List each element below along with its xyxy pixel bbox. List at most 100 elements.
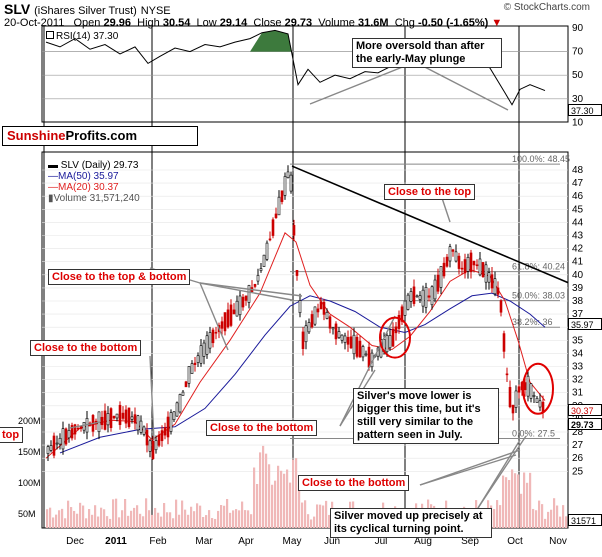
annotation-top-left: top [0, 427, 24, 443]
volume-bar [52, 517, 55, 528]
exchange: NYSE [140, 5, 171, 17]
volume-bar [193, 511, 196, 528]
volume-bar [268, 464, 271, 528]
volume-bar [133, 507, 136, 528]
volume-bar [274, 480, 277, 528]
volume-bar [493, 509, 496, 528]
october-highlight-ellipse [522, 362, 554, 415]
volume-bar [505, 477, 508, 528]
price-bar-body [406, 294, 410, 310]
trendline [291, 165, 569, 284]
volume-bar [184, 509, 187, 528]
price-bar-body [238, 295, 242, 316]
price-bar-body [109, 408, 113, 428]
fib-label: 0.0%: 27.5 [512, 429, 555, 439]
price-bar-body [463, 259, 467, 274]
price-bar-body [430, 286, 434, 306]
volume-bar [160, 516, 163, 528]
volume-bar [298, 480, 301, 528]
price-bar-body [181, 391, 185, 396]
price-tick-label: 26 [572, 453, 584, 464]
volume-bar [541, 504, 544, 528]
volume-bar [46, 509, 49, 528]
price-bar-body [157, 434, 161, 446]
price-bar-body [535, 397, 539, 403]
price-bar-body [475, 264, 479, 267]
price-bar-body [490, 274, 494, 289]
close-value: 29.73 [284, 17, 313, 29]
volume-bar [556, 505, 559, 528]
legend-price-text: SLV (Daily) 29.73 [60, 160, 139, 171]
volume-bar [262, 445, 265, 528]
price-tick-label: 45 [572, 204, 584, 215]
price-bar-body [211, 329, 215, 344]
price-bar-body [424, 287, 428, 308]
price-bar-body [298, 300, 302, 314]
volume-bar [181, 500, 184, 528]
volume-bar [211, 518, 214, 528]
price-legend: ▬ SLV (Daily) 29.73 —MA(50) 35.97 —MA(20… [48, 160, 140, 204]
volume-bar [67, 500, 70, 528]
volume-bar [100, 507, 103, 528]
volume-bar [148, 510, 151, 528]
legend-ma50: —MA(50) 35.97 [48, 171, 119, 182]
price-bar-body [268, 238, 272, 241]
price-bar-body [220, 321, 224, 329]
price-bar-body [169, 412, 173, 432]
price-bar-body [106, 413, 110, 426]
price-bar-body [118, 404, 122, 425]
declining-trendline [291, 165, 569, 284]
price-bar-body [259, 268, 263, 271]
volume-bar [91, 514, 94, 528]
price-bar-body [517, 386, 521, 393]
volume-bar [196, 503, 199, 528]
volume-bar [301, 502, 304, 528]
price-bar-body [283, 176, 287, 196]
price-tick-label: 33 [572, 362, 584, 373]
volume-bar [322, 505, 325, 528]
annotation-close-bottom-3: Close to the bottom [298, 475, 410, 491]
volume-tick-label: 50M [18, 509, 36, 519]
volume-bar [64, 518, 67, 528]
price-bar-body [304, 325, 308, 343]
rsi-label: RSI(14) 37.30 [46, 31, 118, 42]
volume-bar [283, 473, 286, 528]
price-tick-label: 28 [572, 427, 584, 438]
volume-bar [550, 509, 553, 528]
volume-bar [115, 498, 118, 528]
x-tick-label: Oct [507, 536, 523, 547]
price-bar-body [115, 413, 119, 419]
volume-bar [514, 473, 517, 528]
price-bar-body [241, 296, 245, 308]
price-bar-body [148, 440, 152, 452]
price-bar-body [136, 415, 140, 431]
price-bar-body [439, 266, 443, 288]
volume-bar [286, 469, 289, 528]
volume-bar [205, 515, 208, 528]
volume-bar [517, 474, 520, 528]
price-bar-body [427, 295, 431, 298]
x-tick-label: Apr [238, 536, 254, 547]
price-bar-body [244, 295, 248, 301]
volume-bar [244, 510, 247, 528]
volume-bar [526, 482, 529, 528]
price-bar-body [262, 254, 266, 267]
volume-bar [316, 504, 319, 528]
legend-volume: ▮Volume 31,571,240 [48, 193, 140, 204]
price-bar-body [142, 426, 146, 435]
price-bar-body [76, 427, 80, 430]
volume-bar [88, 509, 91, 528]
volume-bar [202, 517, 205, 528]
volume-value: 31.6M [358, 17, 389, 29]
annotation-close-bottom-1: Close to the bottom [30, 340, 142, 356]
price-bar-body [433, 279, 437, 300]
price-bar-body [493, 278, 497, 295]
price-bar-body [223, 312, 227, 332]
volume-bar [58, 510, 61, 528]
fib-label: 61.8%: 40.24 [512, 262, 565, 272]
price-bar-body [349, 336, 353, 349]
price-bar-body [73, 424, 77, 435]
price-bar-body [49, 445, 53, 451]
volume-last-tag: 31571 [568, 514, 602, 526]
price-bar-body [499, 300, 503, 313]
